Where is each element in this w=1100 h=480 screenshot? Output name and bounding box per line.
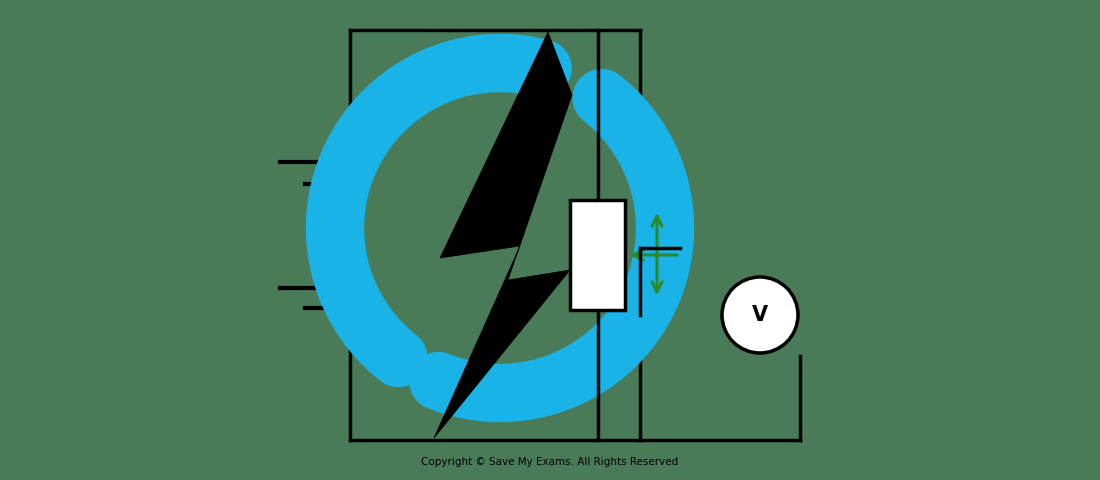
Text: Copyright © Save My Exams. All Rights Reserved: Copyright © Save My Exams. All Rights Re… (421, 457, 679, 467)
Circle shape (722, 277, 798, 353)
Polygon shape (570, 200, 625, 310)
Text: V: V (752, 305, 768, 325)
Polygon shape (434, 32, 572, 438)
